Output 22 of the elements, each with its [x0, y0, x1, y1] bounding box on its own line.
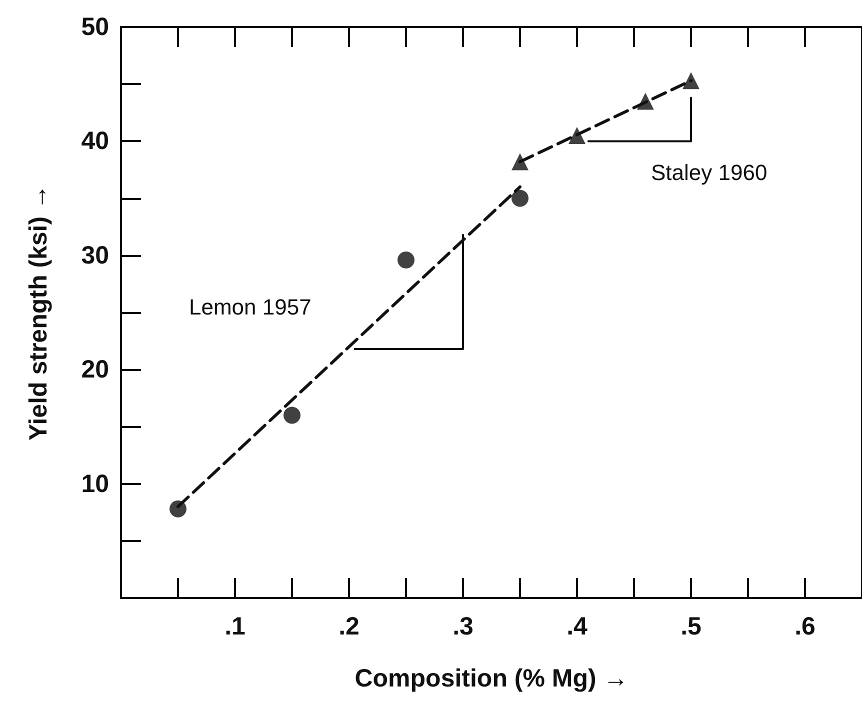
y-axis-title: Yield strength (ksi) → — [24, 184, 52, 441]
annotation: Staley 1960 — [651, 160, 768, 186]
y-tick-label: 30 — [81, 241, 109, 270]
x-tick-label: .5 — [680, 612, 702, 640]
point — [398, 251, 414, 268]
point — [170, 500, 186, 518]
y-tick-label: 40 — [81, 127, 109, 156]
y-tick-label: 10 — [81, 470, 109, 498]
x-tick-label: .4 — [566, 612, 588, 640]
point — [512, 190, 528, 207]
y-tick-label: 50 — [81, 13, 109, 41]
annotation: Lemon 1957 — [189, 294, 312, 320]
x-tick-label: .1 — [224, 612, 246, 640]
x-axis-title: Composition (% Mg) → — [354, 664, 628, 692]
x-tick-label: .3 — [452, 612, 474, 640]
x-tick-label: .6 — [794, 612, 816, 640]
point — [682, 72, 700, 90]
point — [568, 126, 586, 144]
point — [512, 153, 528, 170]
point — [284, 406, 300, 424]
x-tick-label: .2 — [338, 612, 360, 640]
y-tick-label: 20 — [81, 356, 109, 384]
